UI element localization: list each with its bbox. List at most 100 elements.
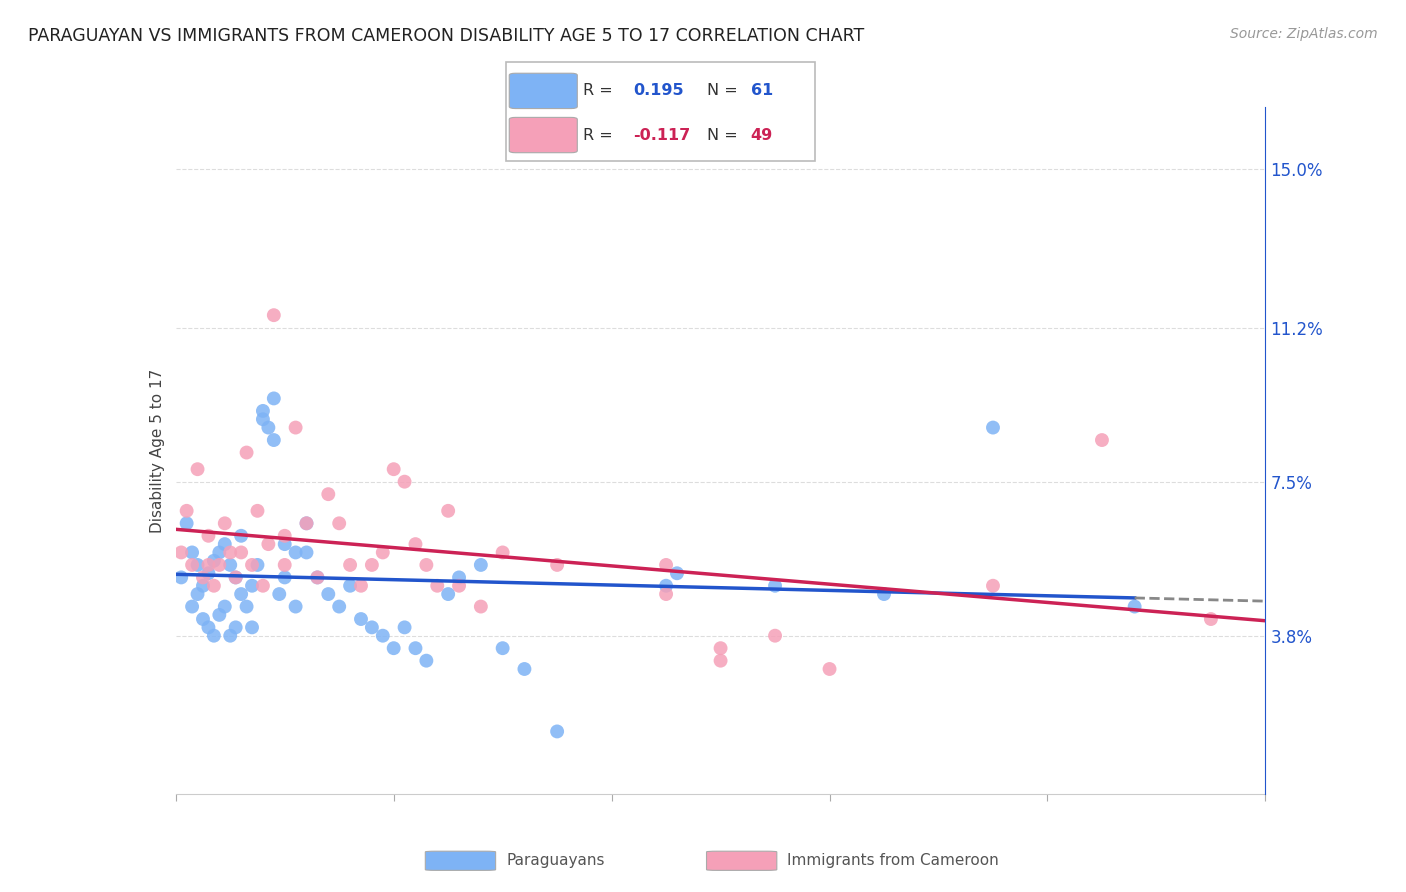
- FancyBboxPatch shape: [509, 73, 578, 109]
- Point: [284, 599, 307, 614]
- Point: [470, 558, 492, 572]
- Point: [240, 620, 263, 634]
- Point: [492, 545, 515, 559]
- Point: [318, 487, 340, 501]
- Point: [361, 558, 384, 572]
- Point: [240, 579, 263, 593]
- Point: [176, 504, 198, 518]
- Point: [339, 558, 361, 572]
- Point: [181, 558, 204, 572]
- Point: [191, 612, 214, 626]
- Point: [186, 558, 209, 572]
- Text: 61: 61: [751, 83, 773, 98]
- Point: [219, 545, 242, 559]
- Point: [415, 558, 437, 572]
- Point: [437, 587, 460, 601]
- Point: [170, 570, 193, 584]
- Point: [666, 566, 689, 581]
- Point: [219, 629, 242, 643]
- Point: [1091, 433, 1114, 447]
- Point: [546, 724, 568, 739]
- Point: [470, 599, 492, 614]
- Point: [763, 579, 786, 593]
- Text: Immigrants from Cameroon: Immigrants from Cameroon: [787, 854, 1000, 868]
- Point: [328, 599, 350, 614]
- Point: [235, 599, 257, 614]
- Point: [394, 475, 416, 489]
- Point: [513, 662, 536, 676]
- Point: [318, 587, 340, 601]
- Point: [350, 579, 373, 593]
- Point: [371, 629, 394, 643]
- Point: [235, 445, 257, 459]
- Text: N =: N =: [707, 83, 744, 98]
- Point: [186, 587, 209, 601]
- Point: [371, 545, 394, 559]
- Point: [405, 537, 427, 551]
- Y-axis label: Disability Age 5 to 17: Disability Age 5 to 17: [149, 368, 165, 533]
- Point: [191, 579, 214, 593]
- Point: [361, 620, 384, 634]
- Point: [208, 607, 231, 622]
- Point: [170, 545, 193, 559]
- Point: [382, 462, 405, 476]
- Point: [284, 420, 307, 434]
- Text: Source: ZipAtlas.com: Source: ZipAtlas.com: [1230, 27, 1378, 41]
- Point: [981, 579, 1004, 593]
- Point: [197, 529, 219, 543]
- Point: [437, 504, 460, 518]
- Text: -0.117: -0.117: [633, 128, 690, 143]
- Text: PARAGUAYAN VS IMMIGRANTS FROM CAMEROON DISABILITY AGE 5 TO 17 CORRELATION CHART: PARAGUAYAN VS IMMIGRANTS FROM CAMEROON D…: [28, 27, 865, 45]
- Point: [295, 516, 318, 531]
- Text: 0.195: 0.195: [633, 83, 683, 98]
- FancyBboxPatch shape: [506, 62, 815, 161]
- Point: [263, 392, 285, 406]
- FancyBboxPatch shape: [425, 851, 496, 871]
- Point: [394, 620, 416, 634]
- Point: [449, 570, 471, 584]
- Point: [274, 529, 297, 543]
- Point: [263, 308, 285, 322]
- Point: [274, 570, 297, 584]
- Point: [214, 516, 236, 531]
- Point: [225, 620, 247, 634]
- Point: [1199, 612, 1222, 626]
- Point: [197, 620, 219, 634]
- Point: [252, 412, 274, 426]
- Point: [307, 570, 329, 584]
- Point: [339, 579, 361, 593]
- Point: [274, 537, 297, 551]
- Point: [181, 599, 204, 614]
- Point: [263, 433, 285, 447]
- Point: [449, 579, 471, 593]
- Point: [208, 545, 231, 559]
- Point: [225, 570, 247, 584]
- Point: [655, 587, 678, 601]
- Point: [426, 579, 449, 593]
- Point: [202, 579, 225, 593]
- Text: 49: 49: [751, 128, 773, 143]
- Point: [202, 629, 225, 643]
- Point: [492, 641, 515, 656]
- Point: [284, 545, 307, 559]
- Text: Paraguayans: Paraguayans: [506, 854, 605, 868]
- Point: [873, 587, 896, 601]
- Point: [231, 545, 253, 559]
- Point: [274, 558, 297, 572]
- Point: [655, 558, 678, 572]
- Point: [197, 566, 219, 581]
- Point: [295, 516, 318, 531]
- Point: [818, 662, 841, 676]
- FancyBboxPatch shape: [707, 851, 778, 871]
- Point: [655, 579, 678, 593]
- Point: [231, 587, 253, 601]
- Point: [214, 537, 236, 551]
- Point: [191, 570, 214, 584]
- Point: [350, 612, 373, 626]
- Point: [240, 558, 263, 572]
- Text: N =: N =: [707, 128, 744, 143]
- Point: [252, 579, 274, 593]
- Point: [405, 641, 427, 656]
- Point: [328, 516, 350, 531]
- Point: [176, 516, 198, 531]
